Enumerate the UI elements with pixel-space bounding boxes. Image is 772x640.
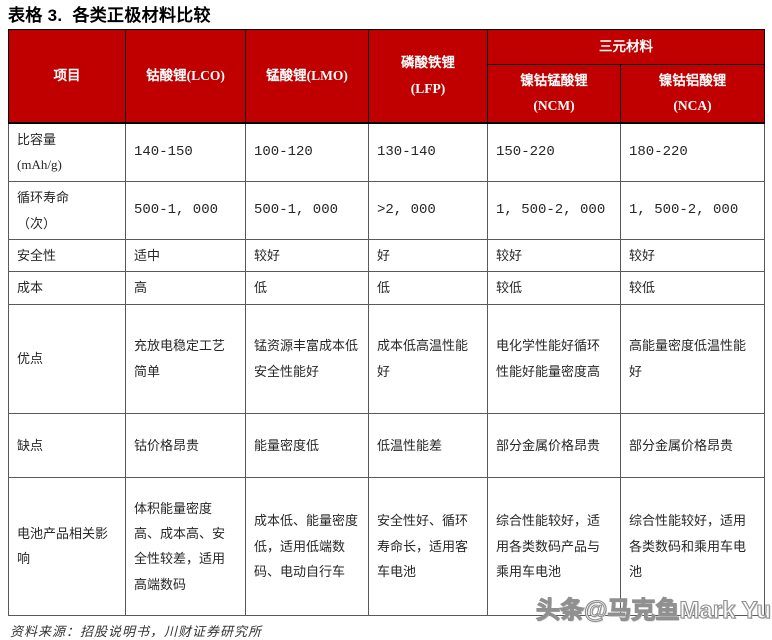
- table-cell: 能量密度低: [245, 412, 369, 478]
- col-header-ncm: 镍钴锰酸锂 (NCM): [487, 64, 621, 123]
- row-label: 循环寿命 （次）: [8, 181, 126, 240]
- row-label: 比容量 (mAh/g): [8, 122, 126, 182]
- page-title: 表格 3. 各类正极材料比较: [8, 6, 211, 25]
- table-cell: 1, 500-2, 000: [620, 181, 765, 240]
- table-cell: 综合性能较好，适用各类数码和乘用车电池: [620, 476, 765, 616]
- table-cell: 高能量密度低温性能好: [620, 303, 765, 414]
- table-cell: 低: [245, 271, 369, 305]
- table-cell: 安全性好、循环寿命长，适用客车电池: [368, 476, 488, 616]
- table-cell: 500-1, 000: [125, 181, 246, 240]
- row-label: 优点: [8, 303, 126, 414]
- table-row-specific-capacity: 比容量 (mAh/g) 140-150 100-120 130-140 150-…: [8, 122, 765, 182]
- table-cell: 部分金属价格昂贵: [620, 412, 765, 478]
- table-cell: 140-150: [125, 122, 246, 182]
- table-cell: 钴价格昂贵: [125, 412, 246, 478]
- table-cell: 高: [125, 271, 246, 305]
- table-cell: 电化学性能好循环性能好能量密度高: [487, 303, 621, 414]
- table-row-disadvantages: 缺点 钴价格昂贵 能量密度低 低温性能差 部分金属价格昂贵 部分金属价格昂贵: [8, 412, 765, 478]
- table-cell: 较好: [620, 238, 765, 273]
- table-cell: 适中: [125, 238, 246, 273]
- col-header-ncm-abbr: (NCM): [533, 98, 575, 114]
- row-label: 成本: [8, 271, 126, 305]
- table-cell: 充放电稳定工艺简单: [125, 303, 246, 414]
- header-row-2: 镍钴锰酸锂 (NCM) 镍钴铝酸锂 (NCA): [9, 64, 765, 123]
- table-cell: 100-120: [245, 122, 369, 182]
- table-cell: 成本低高温性能好: [368, 303, 488, 414]
- table-cell: 体积能量密度高、成本高、安全性较差，适用高端数码: [125, 476, 246, 616]
- table-cell: 150-220: [487, 122, 621, 182]
- col-header-lco: 钴酸锂(LCO): [125, 29, 246, 123]
- table-cell: 部分金属价格昂贵: [487, 412, 621, 478]
- table-cell: 较低: [487, 271, 621, 305]
- cathode-comparison-table: 项目 钴酸锂(LCO) 锰酸锂(LMO) 磷酸铁锂 (LFP) 三元材料 镍钴锰…: [8, 29, 765, 616]
- watermark: 头条@马克鱼Mark Yu: [535, 596, 771, 624]
- table-row-battery-product-impact: 电池产品相关影响 体积能量密度高、成本高、安全性较差，适用高端数码 成本低、能量…: [8, 476, 765, 616]
- table-cell: 较好: [245, 238, 369, 273]
- table-row-cost: 成本 高 低 低 较低 较低: [8, 271, 765, 305]
- col-header-lfp-abbr: (LFP): [410, 80, 446, 96]
- table-cell: 锰资源丰富成本低安全性能好: [245, 303, 369, 414]
- table-row-cycle-life: 循环寿命 （次） 500-1, 000 500-1, 000 >2, 000 1…: [8, 181, 765, 240]
- table-cell: 综合性能较好，适用各类数码产品与乘用车电池: [487, 476, 621, 616]
- col-header-nca: 镍钴铝酸锂 (NCA): [620, 64, 765, 123]
- table-cell: 500-1, 000: [245, 181, 369, 240]
- header-row-1: 项目 钴酸锂(LCO) 锰酸锂(LMO) 磷酸铁锂 (LFP) 三元材料: [8, 29, 765, 123]
- col-header-item: 项目: [8, 29, 126, 123]
- col-header-lfp: 磷酸铁锂 (LFP): [368, 29, 488, 123]
- col-header-nca-abbr: (NCA): [673, 98, 712, 114]
- table-cell: >2, 000: [368, 181, 488, 240]
- table-cell: 较低: [620, 271, 765, 305]
- table-cell: 180-220: [620, 122, 765, 182]
- table-row-advantages: 优点 充放电稳定工艺简单 锰资源丰富成本低安全性能好 成本低高温性能好 电化学性…: [8, 303, 765, 414]
- row-label: 缺点: [8, 412, 126, 478]
- table-cell: 低: [368, 271, 488, 305]
- table-row-safety: 安全性 适中 较好 好 较好 较好: [8, 238, 765, 273]
- row-label: 电池产品相关影响: [8, 476, 126, 616]
- table-cell: 130-140: [368, 122, 488, 182]
- table-cell: 1, 500-2, 000: [487, 181, 621, 240]
- table-cell: 较好: [487, 238, 621, 273]
- table-cell: 低温性能差: [368, 412, 488, 478]
- col-header-lfp-name: 磷酸铁锂: [401, 55, 455, 71]
- col-header-lmo: 锰酸锂(LMO): [245, 29, 369, 123]
- col-header-ternary: 三元材料: [487, 29, 765, 65]
- row-label: 安全性: [8, 238, 126, 273]
- table-cell: 成本低、能量密度低，适用低端数码、电动自行车: [245, 476, 369, 616]
- col-header-ncm-name: 镍钴锰酸锂: [520, 72, 588, 88]
- table-header: 项目 钴酸锂(LCO) 锰酸锂(LMO) 磷酸铁锂 (LFP) 三元材料 镍钴锰…: [8, 29, 765, 123]
- col-header-nca-name: 镍钴铝酸锂: [658, 72, 727, 88]
- table-body: 比容量 (mAh/g) 140-150 100-120 130-140 150-…: [8, 122, 765, 616]
- table-cell: 好: [368, 238, 488, 273]
